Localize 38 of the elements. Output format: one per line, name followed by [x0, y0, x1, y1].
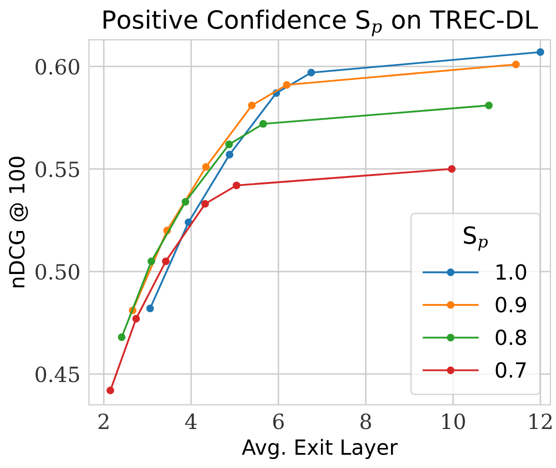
y-axis-title: nDCG @ 100	[8, 156, 28, 288]
x-tick-label: 6	[273, 414, 284, 430]
point	[448, 165, 456, 173]
y-tick-label: 0.55	[36, 161, 80, 178]
y-tick-label: 0.50	[36, 264, 80, 280]
point	[282, 81, 291, 89]
point	[225, 140, 233, 148]
point	[106, 386, 114, 394]
point	[536, 48, 544, 56]
y-tick-label: 0.60	[36, 58, 80, 75]
point	[259, 120, 267, 128]
point	[226, 150, 234, 158]
point	[162, 257, 170, 266]
legend-label: 1.0	[496, 264, 526, 280]
point	[146, 304, 154, 312]
point	[512, 60, 520, 68]
point	[201, 200, 209, 208]
x-tick-label: 4	[185, 414, 197, 429]
point	[132, 314, 140, 323]
chart-title: Positive Confidence S$_{p}$ on TREC-DL	[104, 10, 538, 36]
legend-title: S$_{p}$	[464, 226, 488, 251]
point	[307, 68, 316, 76]
point	[232, 182, 240, 190]
point	[485, 102, 493, 110]
point	[202, 163, 210, 171]
point	[118, 333, 126, 341]
legend-label: 0.8	[496, 329, 526, 346]
point	[248, 102, 256, 110]
x-tick-label: 8	[360, 414, 371, 430]
x-tick-label: 10	[442, 414, 465, 430]
x-tick-label: 12	[530, 414, 552, 429]
y-tick-label: 0.45	[36, 366, 80, 382]
point	[148, 257, 156, 266]
x-tick-label: 2	[98, 414, 108, 429]
point	[182, 198, 190, 206]
x-axis-title: Avg. Exit Layer	[242, 438, 398, 460]
legend-label: 0.7	[496, 362, 526, 378]
legend-label: 0.9	[496, 296, 526, 313]
